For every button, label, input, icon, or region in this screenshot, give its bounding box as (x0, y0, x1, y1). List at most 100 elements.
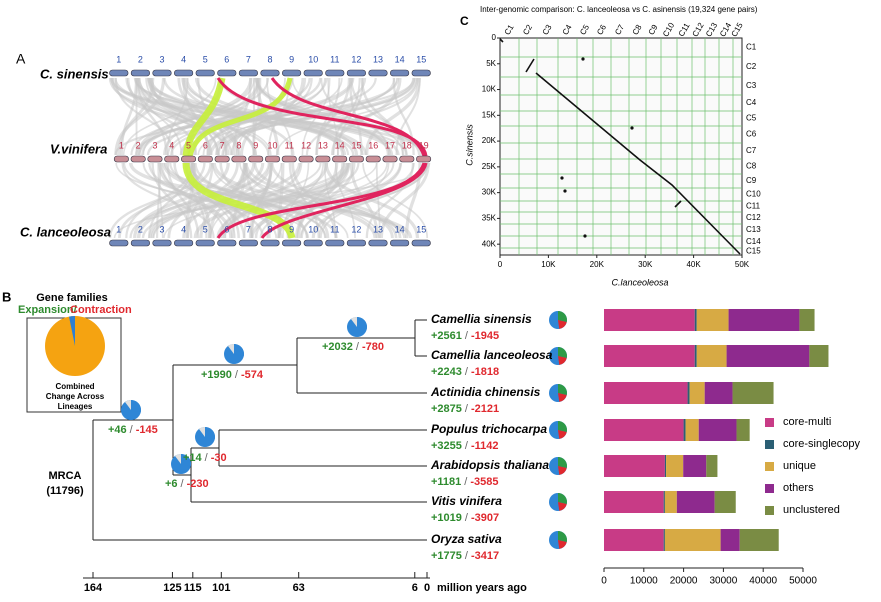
bar-segment (809, 345, 829, 367)
bar-segment (604, 382, 688, 404)
bar-segment (696, 309, 729, 331)
species-name: Vitis vinifera (431, 494, 502, 508)
bar-segment (604, 309, 695, 331)
species-name: Arabidopsis thaliana (430, 458, 549, 472)
contraction-count: -2121 (471, 403, 499, 415)
genome-name: V.vinifera (50, 141, 107, 156)
x-chromosome-label: C8 (631, 23, 644, 37)
chromosome-label: 3 (159, 54, 164, 64)
bar-segment (683, 419, 686, 441)
dotplot-title: Inter-genomic comparison: C. lanceoleosa… (480, 5, 758, 14)
ribbon (114, 77, 166, 156)
ribbon (254, 162, 350, 239)
contraction-count: -574 (241, 369, 264, 381)
chromosome-label: 12 (351, 54, 361, 64)
species-name: Oryza sativa (431, 532, 502, 546)
y-tick-label: 40K (482, 239, 497, 248)
chromosome-label: 6 (224, 224, 229, 234)
pie-slice (199, 427, 205, 437)
bar-segment (706, 455, 718, 477)
y-chromosome-label: C10 (746, 190, 761, 199)
chromosome-label: 8 (267, 54, 272, 64)
chromosome-label: 1 (116, 224, 121, 234)
expansion-count: +1990 (201, 369, 232, 381)
ribbon (166, 162, 200, 239)
chromosome-label: 4 (181, 54, 186, 64)
y-tick-label: 20K (482, 136, 497, 145)
ribbon (169, 162, 327, 239)
chromosome (325, 239, 345, 247)
bar-segment (720, 529, 740, 551)
chromosome-label: 5 (203, 224, 208, 234)
chromosome (260, 239, 280, 247)
chromosome (147, 155, 163, 163)
pie-slice (558, 347, 567, 359)
y-chromosome-label: C7 (746, 146, 757, 155)
chromosome (130, 69, 150, 77)
pie-slice (558, 393, 567, 402)
ribbon (151, 162, 193, 239)
chromosome (164, 155, 180, 163)
chromosome-label: 11 (285, 140, 294, 150)
chromosome-label: 13 (318, 140, 328, 150)
expansion-count: +1019 (431, 512, 462, 524)
chromosome-label: 10 (267, 140, 277, 150)
chromosome-label: 4 (181, 224, 186, 234)
x-tick-label: 0 (498, 260, 503, 269)
phylogeny (92, 319, 427, 541)
contraction-count: -1818 (471, 366, 499, 378)
chromosome-label: 3 (152, 140, 157, 150)
x-tick-label: 50K (735, 260, 750, 269)
bar-segment (736, 419, 750, 441)
ribbon (191, 162, 212, 239)
chromosome-label: 10 (308, 224, 318, 234)
chromosome-label: 1 (116, 54, 121, 64)
ribbon (221, 77, 367, 156)
genome-name: C. lanceoleosa (20, 224, 111, 239)
bar-segment (685, 419, 699, 441)
pie-slice (558, 493, 567, 505)
x-chromosome-label: C13 (704, 21, 719, 39)
x-tick-label: 40000 (749, 576, 777, 587)
ribbon (323, 162, 337, 239)
bar-segment (664, 529, 721, 551)
y-chromosome-label: C15 (746, 247, 761, 256)
x-chromosome-label: C11 (677, 21, 692, 38)
ribbon (166, 77, 189, 156)
chromosome (382, 155, 398, 163)
chromosome-label: 9 (289, 224, 294, 234)
bar-segment (604, 529, 664, 551)
chromosome (390, 239, 410, 247)
chromosome-label: 14 (395, 54, 405, 64)
contraction-count: -230 (187, 478, 209, 490)
contraction-count: -780 (362, 341, 384, 353)
pie-slice (558, 311, 567, 323)
chromosome (109, 69, 129, 77)
pie-slice (558, 320, 567, 329)
chromosome (411, 239, 431, 247)
genome-name: C. sinensis (40, 66, 109, 81)
y-chromosome-label: C2 (746, 62, 757, 71)
pie-slice (351, 317, 357, 327)
ribbon (250, 162, 388, 239)
expansion-count: +6 (165, 478, 178, 490)
bar-segment (663, 491, 665, 513)
chromosome (130, 155, 146, 163)
time-tick-label: 0 (424, 582, 430, 594)
x-chromosome-label: C7 (613, 23, 626, 37)
chromosome-label: 11 (330, 54, 339, 64)
pie-slice (175, 454, 181, 464)
time-tick-label: 164 (84, 582, 103, 594)
chromosome (365, 155, 381, 163)
x-chromosome-label: C6 (595, 23, 608, 37)
chromosome-label: 12 (351, 224, 361, 234)
y-tick-label: 10K (482, 85, 497, 94)
summary-pie-slice (69, 316, 75, 346)
ribbon (239, 162, 380, 239)
bar-segment (726, 345, 810, 367)
separator: / (465, 550, 469, 562)
pie-slice (125, 400, 131, 410)
chromosome-label: 17 (385, 140, 395, 150)
ribbon (277, 162, 285, 239)
chromosome (264, 155, 281, 163)
